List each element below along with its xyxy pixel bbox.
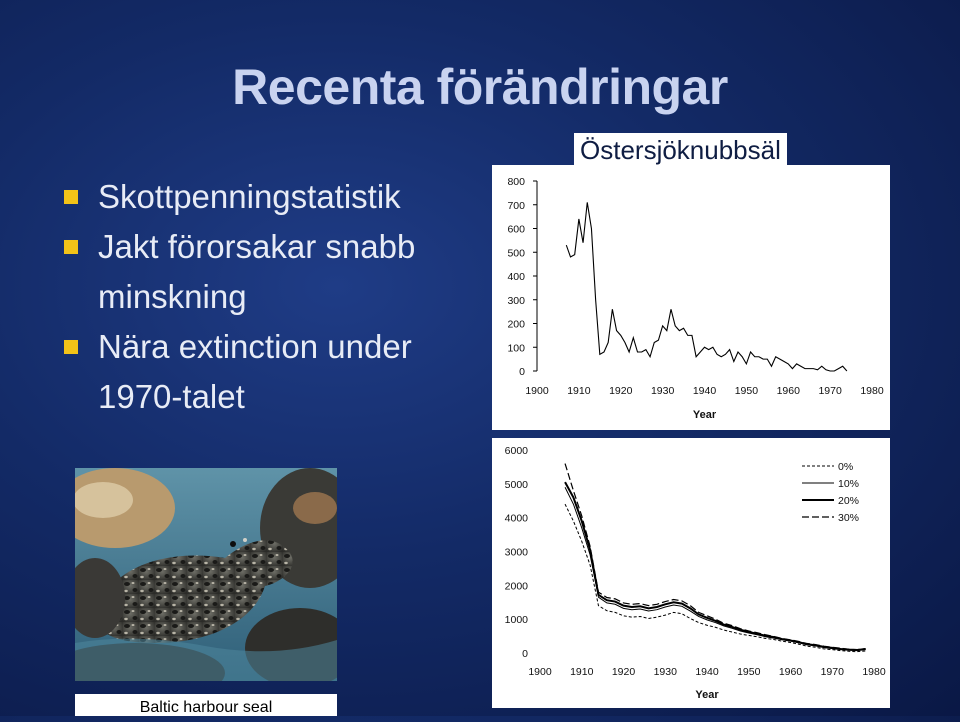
legend-label: 10% (838, 478, 859, 490)
series-line-0pct (564, 503, 866, 653)
x-tick-label: 1910 (570, 666, 594, 678)
y-tick-label: 3000 (505, 547, 529, 559)
slide-title: Recenta förändringar (232, 59, 728, 115)
bullet-list: Skottpenningstatistik Jakt förorsakar sn… (64, 172, 484, 422)
bullet-item: Skottpenningstatistik (64, 172, 484, 222)
bottom-chart-panel: 6000 5000 4000 3000 2000 1000 0 1900 1910 1920 193… (492, 438, 890, 708)
x-tick-label: 1960 (779, 666, 803, 678)
y-tick-label: 100 (507, 342, 525, 354)
x-tick-label: 1920 (609, 385, 633, 397)
top-chart-title: Östersjöknubbsäl (574, 133, 787, 167)
x-axis-label: Year (693, 409, 717, 421)
x-tick-label: 1970 (821, 666, 845, 678)
y-tick-label: 800 (507, 176, 525, 188)
bullet-square-icon (64, 340, 78, 354)
y-tick-label: 700 (507, 200, 525, 212)
bullet-text: Skottpenningstatistik (98, 178, 401, 215)
x-tick-label: 1930 (651, 385, 675, 397)
y-tick-label: 0 (519, 366, 525, 378)
x-tick-label: 1960 (777, 385, 801, 397)
legend-label: 20% (838, 495, 859, 507)
x-tick-label: 1980 (862, 666, 886, 678)
x-tick-label: 1900 (528, 666, 552, 678)
series-line-20pct (564, 481, 866, 651)
x-tick-label: 1970 (818, 385, 842, 397)
y-tick-label: 4000 (505, 513, 529, 525)
x-tick-label: 1950 (737, 666, 761, 678)
x-tick-label: 1980 (860, 385, 884, 397)
bullet-item: Jakt förorsakar snabb minskning (64, 222, 484, 322)
series-line-10pct (564, 486, 866, 652)
x-tick-label: 1930 (654, 666, 678, 678)
bullet-text: Jakt förorsakar snabb minskning (98, 228, 416, 315)
x-tick-label: 1950 (735, 385, 759, 397)
y-tick-label: 300 (507, 295, 525, 307)
y-tick-label: 1000 (505, 614, 529, 626)
bullet-square-icon (64, 190, 78, 204)
top-chart-panel: 800 700 600 500 400 300 200 100 0 1900 1910 1920 193… (492, 165, 890, 430)
legend-label: 0% (838, 461, 853, 473)
y-tick-label: 600 (507, 224, 525, 236)
seal-illustration (75, 468, 337, 681)
x-tick-label: 1920 (612, 666, 636, 678)
y-tick-label: 400 (507, 271, 525, 283)
y-tick-label: 0 (522, 648, 528, 660)
legend-label: 30% (838, 512, 859, 524)
x-tick-label: 1940 (695, 666, 719, 678)
y-tick-label: 500 (507, 247, 525, 259)
x-axis-label: Year (695, 689, 719, 701)
y-tick-label: 6000 (505, 445, 529, 457)
bullet-text: Nära extinction under 1970-talet (98, 328, 412, 415)
series-line (565, 202, 848, 372)
x-tick-label: 1910 (567, 385, 591, 397)
x-tick-label: 1900 (525, 385, 549, 397)
y-tick-label: 200 (507, 319, 525, 331)
bullet-square-icon (64, 240, 78, 254)
photo-caption: Baltic harbour seal (75, 694, 337, 716)
y-tick-label: 5000 (505, 479, 529, 491)
x-tick-label: 1940 (693, 385, 717, 397)
series-line-30pct (564, 463, 866, 651)
bullet-item: Nära extinction under 1970-talet (64, 322, 484, 422)
y-tick-label: 2000 (505, 580, 529, 592)
seal-photo (75, 468, 337, 681)
